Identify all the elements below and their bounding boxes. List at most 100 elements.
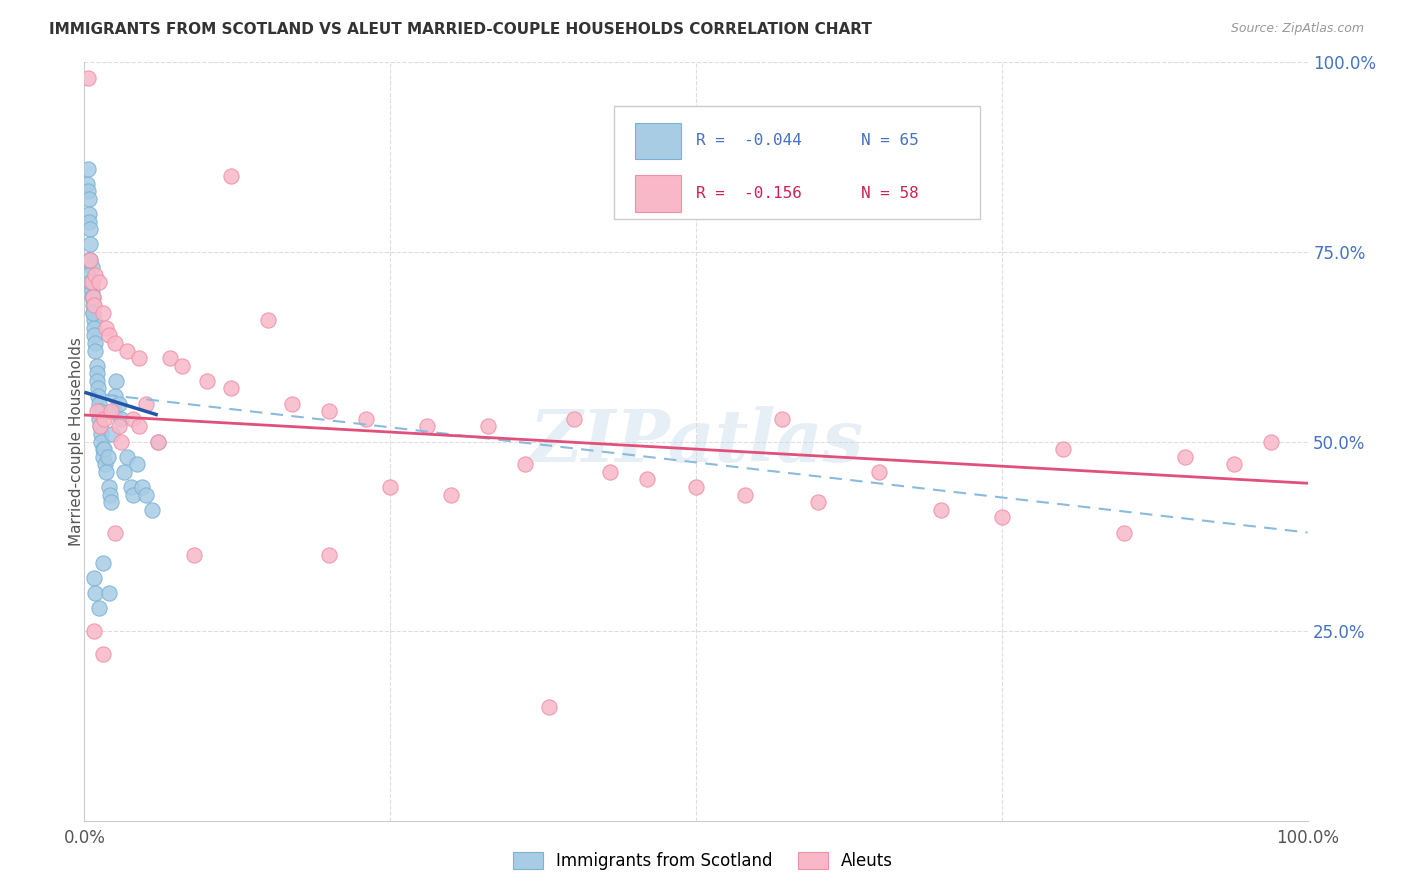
Text: N = 58: N = 58 bbox=[860, 186, 920, 202]
Point bbox=[83, 624, 105, 639]
Point bbox=[104, 335, 127, 350]
Point bbox=[1114, 525, 1136, 540]
Point bbox=[100, 404, 122, 418]
Point bbox=[770, 412, 793, 426]
Point bbox=[1223, 458, 1246, 472]
Point bbox=[77, 184, 100, 198]
Point bbox=[79, 222, 101, 236]
Point bbox=[513, 458, 536, 472]
Point bbox=[87, 412, 110, 426]
Point bbox=[380, 480, 402, 494]
Point bbox=[87, 382, 110, 396]
Y-axis label: Married-couple Households: Married-couple Households bbox=[69, 337, 83, 546]
Point bbox=[89, 404, 111, 418]
Text: IMMIGRANTS FROM SCOTLAND VS ALEUT MARRIED-COUPLE HOUSEHOLDS CORRELATION CHART: IMMIGRANTS FROM SCOTLAND VS ALEUT MARRIE… bbox=[49, 22, 872, 37]
Point bbox=[122, 412, 145, 426]
Point bbox=[112, 465, 135, 479]
Point bbox=[86, 404, 108, 418]
Point bbox=[83, 313, 105, 327]
Point bbox=[146, 434, 169, 449]
Point bbox=[84, 268, 107, 282]
Point bbox=[128, 351, 150, 366]
Text: R =  -0.044: R = -0.044 bbox=[696, 134, 801, 148]
Point bbox=[105, 374, 128, 388]
Point bbox=[89, 419, 111, 434]
Point bbox=[159, 351, 181, 366]
Point bbox=[90, 434, 112, 449]
Point bbox=[172, 359, 194, 373]
Point bbox=[93, 442, 115, 457]
Point bbox=[98, 487, 121, 501]
Point bbox=[97, 586, 120, 600]
Point bbox=[80, 291, 103, 305]
Point bbox=[84, 335, 107, 350]
Point bbox=[440, 487, 463, 501]
Point bbox=[107, 396, 129, 410]
Point bbox=[87, 601, 110, 615]
Point bbox=[83, 320, 105, 334]
Bar bbox=[636, 123, 682, 159]
Point bbox=[103, 404, 125, 418]
Point bbox=[91, 442, 114, 457]
Point bbox=[219, 382, 242, 396]
Point bbox=[96, 465, 118, 479]
Point bbox=[89, 419, 111, 434]
Point bbox=[77, 70, 100, 85]
Point bbox=[87, 389, 110, 403]
Point bbox=[87, 396, 110, 410]
Point bbox=[86, 359, 108, 373]
Point bbox=[82, 305, 104, 319]
Point bbox=[869, 465, 891, 479]
Point bbox=[80, 283, 103, 297]
Point bbox=[115, 450, 138, 464]
Point bbox=[354, 412, 377, 426]
Point bbox=[120, 480, 142, 494]
Point bbox=[1052, 442, 1074, 457]
FancyBboxPatch shape bbox=[614, 106, 980, 219]
Point bbox=[104, 525, 127, 540]
Point bbox=[82, 291, 104, 305]
Point bbox=[97, 328, 120, 343]
Point bbox=[107, 419, 129, 434]
Point bbox=[79, 252, 101, 267]
Point bbox=[636, 473, 658, 487]
Point bbox=[77, 207, 100, 221]
Point bbox=[1174, 450, 1197, 464]
Point bbox=[77, 268, 100, 282]
Point bbox=[77, 252, 100, 267]
Point bbox=[929, 503, 952, 517]
Point bbox=[77, 161, 100, 176]
Point bbox=[146, 434, 169, 449]
Point bbox=[257, 313, 280, 327]
Point bbox=[79, 252, 101, 267]
Point bbox=[1260, 434, 1282, 449]
Point bbox=[97, 450, 120, 464]
Point bbox=[91, 305, 114, 319]
Point bbox=[82, 305, 104, 319]
Point bbox=[91, 556, 114, 570]
Point bbox=[91, 647, 114, 661]
Point bbox=[80, 275, 103, 289]
Point bbox=[318, 404, 340, 418]
Point bbox=[101, 427, 124, 442]
Point bbox=[91, 450, 114, 464]
Point bbox=[183, 548, 205, 563]
Point bbox=[93, 412, 115, 426]
Point bbox=[82, 291, 104, 305]
Point bbox=[100, 495, 122, 509]
Point bbox=[83, 571, 105, 585]
Point bbox=[97, 480, 120, 494]
Point bbox=[86, 374, 108, 388]
Point bbox=[79, 275, 101, 289]
Bar bbox=[636, 176, 682, 212]
Point bbox=[318, 548, 340, 563]
Point bbox=[83, 298, 105, 312]
Point bbox=[125, 458, 148, 472]
Point bbox=[135, 396, 157, 410]
Point bbox=[76, 177, 98, 191]
Point bbox=[104, 389, 127, 403]
Point bbox=[84, 586, 107, 600]
Point bbox=[195, 374, 218, 388]
Point bbox=[131, 480, 153, 494]
Point bbox=[807, 495, 830, 509]
